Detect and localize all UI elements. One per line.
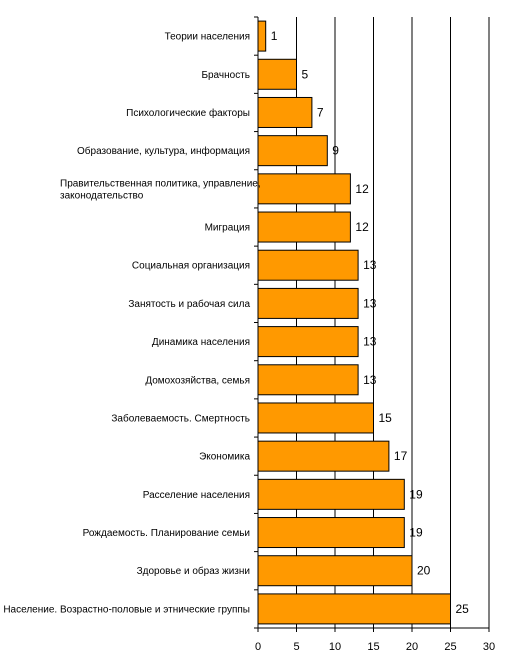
axes [254, 16, 490, 632]
value-label: 15 [379, 411, 393, 425]
value-label: 5 [302, 67, 309, 81]
bar [257, 555, 413, 587]
category-label: Экономика [199, 452, 250, 463]
value-label: 13 [363, 296, 377, 310]
bar [257, 517, 405, 549]
value-label: 19 [409, 487, 423, 501]
category-label: Социальная организация [132, 261, 250, 272]
x-tick-label: 20 [406, 641, 418, 653]
value-label: 20 [417, 564, 431, 578]
x-tick-label: 30 [483, 641, 495, 653]
category-label: Рождаемость. Планирование семьи [83, 528, 250, 539]
x-tick-label: 25 [444, 641, 456, 653]
value-label: 13 [363, 335, 377, 349]
category-label: Психологические факторы [126, 107, 250, 119]
x-tick-label: 0 [255, 641, 261, 653]
bar [257, 173, 351, 205]
bar [257, 211, 351, 243]
value-label: 19 [409, 526, 423, 540]
value-label: 9 [332, 144, 339, 158]
value-label: 25 [456, 602, 470, 616]
bar [257, 326, 359, 358]
category-label: Заболеваемость. Смертность [111, 412, 250, 424]
category-label: Теории населения [165, 32, 250, 43]
category-label: Брачность [201, 70, 250, 81]
bar [257, 364, 359, 396]
x-tick-label: 10 [329, 641, 341, 653]
value-label: 17 [394, 449, 408, 463]
x-tick-label: 15 [367, 641, 379, 653]
category-label: Домохозяйства, семья [145, 375, 250, 386]
bar [257, 478, 405, 510]
value-label: 13 [363, 373, 377, 387]
category-label: Занятость и рабочая сила [128, 298, 250, 310]
bar [257, 20, 267, 52]
category-label: Образование, культура, информация [77, 145, 250, 157]
bar [257, 402, 374, 434]
category-label: Динамика населения [152, 337, 250, 348]
category-label: Правительственная политика, управление, з… [60, 178, 261, 201]
value-label: 7 [317, 105, 324, 119]
category-label: Здоровье и образ жизни [137, 565, 250, 577]
x-tick-label: 5 [293, 641, 299, 653]
value-label: 12 [355, 220, 369, 234]
category-label: Миграция [205, 223, 250, 234]
bar [257, 58, 297, 90]
category-label: Население. Возрастно-половые и этнически… [3, 604, 250, 615]
bar [257, 135, 328, 167]
value-label: 12 [355, 182, 369, 196]
bar [257, 287, 359, 319]
bar [257, 593, 451, 625]
bar [257, 440, 390, 472]
bar [257, 96, 313, 128]
category-label: Расселение населения [143, 490, 250, 501]
bar [257, 249, 359, 281]
bars [257, 20, 451, 625]
value-label: 1 [271, 29, 278, 43]
value-label: 13 [363, 258, 377, 272]
